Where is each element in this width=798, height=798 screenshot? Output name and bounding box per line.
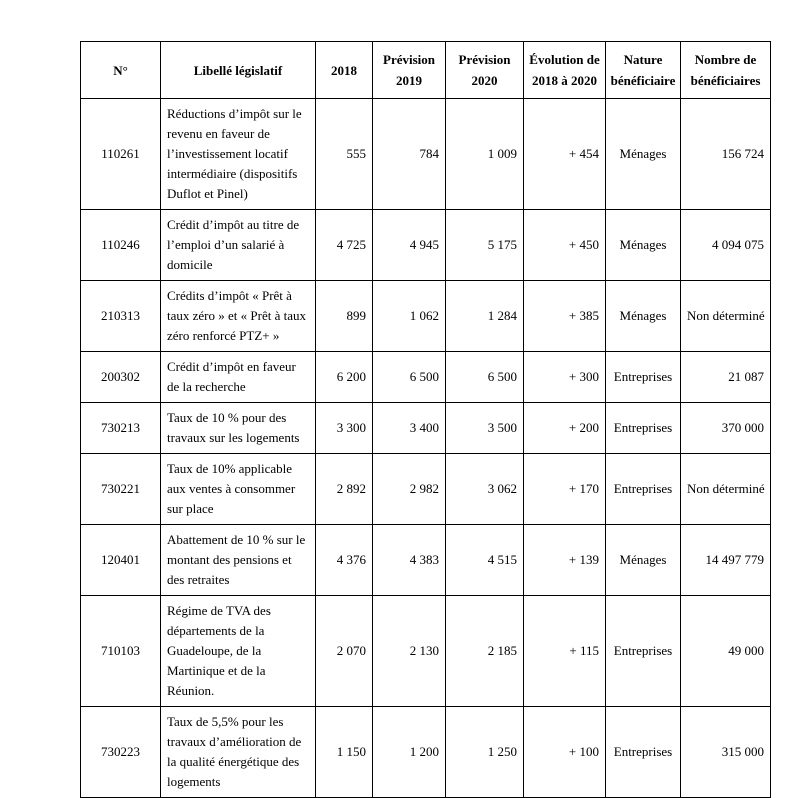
cell-libelle: Crédits d’impôt « Prêt à taux zéro » et … (160, 280, 316, 352)
table-row: 730221 Taux de 10% applicable aux ventes … (80, 453, 771, 525)
cell-nombre: 4 094 075 (680, 209, 771, 281)
cell-libelle: Abattement de 10 % sur le montant des pe… (160, 524, 316, 596)
cell-prev2019: 1 200 (372, 706, 446, 798)
cell-libelle: Crédit d’impôt en faveur de la recherche (160, 351, 316, 403)
cell-y2018: 6 200 (315, 351, 373, 403)
cell-prev2019: 4 383 (372, 524, 446, 596)
cell-nombre: 14 497 779 (680, 524, 771, 596)
header-cell-num: N° (80, 41, 161, 99)
table-body: 110261 Réductions d’impôt sur le revenu e… (80, 98, 771, 798)
cell-prev2020: 3 500 (445, 402, 524, 454)
table-row: 730223 Taux de 5,5% pour les travaux d’am… (80, 706, 771, 798)
cell-nature: Entreprises (605, 706, 681, 798)
cell-prev2020: 6 500 (445, 351, 524, 403)
cell-evolution: + 300 (523, 351, 606, 403)
cell-prev2019: 2 982 (372, 453, 446, 525)
cell-prev2019: 784 (372, 98, 446, 210)
cell-libelle: Taux de 10 % pour des travaux sur les lo… (160, 402, 316, 454)
header-cell-evolution: Évolution de 2018 à 2020 (523, 41, 606, 99)
header-cell-libelle: Libellé législatif (160, 41, 316, 99)
cell-evolution: + 450 (523, 209, 606, 281)
cell-num: 200302 (80, 351, 161, 403)
cell-y2018: 4 725 (315, 209, 373, 281)
cell-num: 110261 (80, 98, 161, 210)
table-row: 710103 Régime de TVA des départements de … (80, 595, 771, 707)
cell-nature: Ménages (605, 98, 681, 210)
table-row: 120401 Abattement de 10 % sur le montant … (80, 524, 771, 596)
cell-num: 120401 (80, 524, 161, 596)
cell-y2018: 2 070 (315, 595, 373, 707)
cell-evolution: + 200 (523, 402, 606, 454)
cell-prev2019: 6 500 (372, 351, 446, 403)
cell-nombre: 315 000 (680, 706, 771, 798)
cell-nature: Entreprises (605, 351, 681, 403)
cell-evolution: + 139 (523, 524, 606, 596)
cell-num: 730213 (80, 402, 161, 454)
cell-prev2019: 2 130 (372, 595, 446, 707)
cell-y2018: 555 (315, 98, 373, 210)
cell-prev2020: 5 175 (445, 209, 524, 281)
cell-evolution: + 100 (523, 706, 606, 798)
cell-y2018: 1 150 (315, 706, 373, 798)
header-cell-nature: Nature bénéficiaire (605, 41, 681, 99)
table-row: 210313 Crédits d’impôt « Prêt à taux zéro… (80, 280, 771, 352)
cell-nature: Entreprises (605, 453, 681, 525)
header-cell-nombre: Nombre de bénéficiaires (680, 41, 771, 99)
cell-evolution: + 385 (523, 280, 606, 352)
cell-nombre: 21 087 (680, 351, 771, 403)
cell-prev2019: 3 400 (372, 402, 446, 454)
header-cell-prevision-2020: Prévision 2020 (445, 41, 524, 99)
cell-nombre: 49 000 (680, 595, 771, 707)
cell-nature: Entreprises (605, 402, 681, 454)
cell-libelle: Taux de 5,5% pour les travaux d’améliora… (160, 706, 316, 798)
cell-libelle: Réductions d’impôt sur le revenu en fave… (160, 98, 316, 210)
cell-nature: Ménages (605, 524, 681, 596)
cell-prev2020: 4 515 (445, 524, 524, 596)
cell-nombre: 156 724 (680, 98, 771, 210)
cell-libelle: Taux de 10% applicable aux ventes à cons… (160, 453, 316, 525)
cell-libelle: Crédit d’impôt au titre de l’emploi d’un… (160, 209, 316, 281)
header-cell-prevision-2019: Prévision 2019 (372, 41, 446, 99)
cell-nombre: Non déterminé (680, 280, 771, 352)
header-cell-2018: 2018 (315, 41, 373, 99)
cell-y2018: 2 892 (315, 453, 373, 525)
cell-libelle: Régime de TVA des départements de la Gua… (160, 595, 316, 707)
cell-num: 730223 (80, 706, 161, 798)
cell-nombre: Non déterminé (680, 453, 771, 525)
cell-prev2020: 2 185 (445, 595, 524, 707)
table-row: 730213 Taux de 10 % pour des travaux sur … (80, 402, 771, 454)
tax-expenditures-table: N° Libellé législatif 2018 Prévision 201… (80, 41, 771, 798)
cell-prev2019: 1 062 (372, 280, 446, 352)
cell-prev2020: 1 250 (445, 706, 524, 798)
cell-num: 710103 (80, 595, 161, 707)
header-row: N° Libellé législatif 2018 Prévision 201… (80, 41, 771, 99)
cell-y2018: 4 376 (315, 524, 373, 596)
cell-nature: Ménages (605, 280, 681, 352)
table-row: 110261 Réductions d’impôt sur le revenu e… (80, 98, 771, 210)
table-row: 200302 Crédit d’impôt en faveur de la rec… (80, 351, 771, 403)
cell-num: 730221 (80, 453, 161, 525)
cell-evolution: + 170 (523, 453, 606, 525)
cell-evolution: + 454 (523, 98, 606, 210)
cell-prev2020: 1 284 (445, 280, 524, 352)
cell-prev2020: 1 009 (445, 98, 524, 210)
cell-prev2020: 3 062 (445, 453, 524, 525)
cell-num: 210313 (80, 280, 161, 352)
cell-evolution: + 115 (523, 595, 606, 707)
cell-nature: Ménages (605, 209, 681, 281)
cell-nombre: 370 000 (680, 402, 771, 454)
cell-nature: Entreprises (605, 595, 681, 707)
cell-y2018: 899 (315, 280, 373, 352)
cell-prev2019: 4 945 (372, 209, 446, 281)
table-row: 110246 Crédit d’impôt au titre de l’emplo… (80, 209, 771, 281)
cell-num: 110246 (80, 209, 161, 281)
cell-y2018: 3 300 (315, 402, 373, 454)
